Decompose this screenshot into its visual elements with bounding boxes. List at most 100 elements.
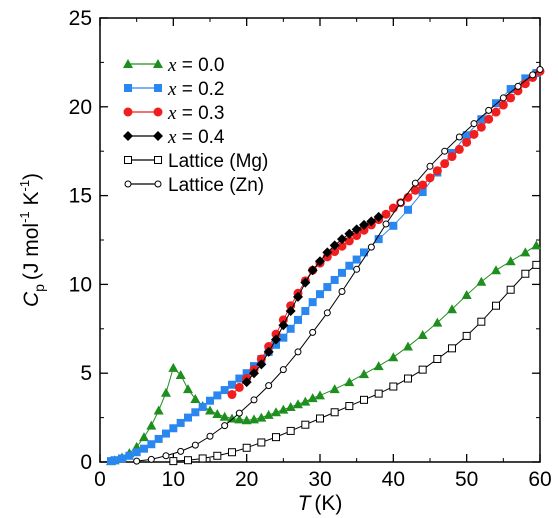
data-point [373, 361, 384, 371]
data-point [432, 166, 442, 176]
data-point [374, 389, 383, 398]
legend-marker [123, 131, 133, 141]
legend: x = 0.0 x = 0.2 x = 0.3 x = 0.4 Lattice (Mg)… [123, 55, 268, 196]
data-point [462, 131, 471, 140]
data-point [234, 382, 244, 392]
data-point [271, 407, 281, 417]
legend-marker [124, 180, 132, 188]
data-point [461, 290, 472, 300]
data-point [265, 382, 273, 390]
data-point [531, 240, 542, 250]
data-point [213, 391, 222, 400]
data-point [140, 444, 148, 453]
data-point [191, 408, 200, 417]
data-point [359, 219, 369, 230]
data-point [477, 317, 486, 326]
data-point [329, 384, 340, 394]
data-point [491, 265, 501, 275]
axis-ticks: 0 10 20 30 40 50 60 0 5 10 15 20 25 [69, 7, 552, 491]
data-point [418, 180, 428, 190]
data-point [191, 441, 199, 449]
y-axis-title: Cp(J mol-1 K-1) [17, 173, 47, 307]
data-point [301, 420, 310, 429]
legend-label: x = 0.0 [167, 55, 225, 76]
y-tick-label: 5 [80, 362, 92, 385]
data-point [308, 298, 317, 307]
data-point [227, 390, 237, 400]
data-point [373, 211, 384, 222]
legend-marker [153, 131, 163, 141]
data-point [316, 290, 324, 299]
data-point [206, 396, 214, 405]
series-line [173, 264, 537, 462]
data-point [425, 173, 435, 183]
data-point [132, 448, 141, 457]
data-point [184, 456, 192, 465]
data-point [184, 413, 192, 422]
data-point [228, 380, 236, 389]
x-tick-label: 60 [528, 468, 551, 491]
data-point [206, 432, 214, 440]
data-point [315, 256, 325, 267]
data-point [300, 396, 311, 406]
data-point [366, 216, 377, 227]
legend-label: x = 0.4 [167, 127, 225, 148]
data-point [279, 333, 288, 342]
data-point [301, 307, 310, 316]
data-point [316, 414, 324, 423]
data-point [506, 285, 515, 294]
legend-marker [154, 180, 162, 188]
data-point [256, 412, 267, 422]
data-point [272, 433, 280, 442]
data-point [344, 236, 354, 246]
data-point [397, 199, 405, 207]
x-tick-label: 40 [382, 468, 405, 491]
data-point [241, 377, 252, 388]
data-point [272, 340, 280, 349]
legend-marker [154, 156, 162, 164]
data-point [351, 224, 362, 235]
data-point [110, 456, 119, 465]
data-point [337, 234, 347, 245]
data-point [529, 71, 537, 79]
data-point [300, 277, 311, 288]
data-point [154, 434, 163, 443]
data-point [147, 440, 156, 449]
data-point [345, 402, 354, 411]
data-point [520, 247, 531, 257]
data-point [175, 369, 186, 379]
data-point [257, 438, 266, 447]
data-point [345, 261, 354, 270]
legend-marker [124, 156, 132, 164]
data-point [448, 344, 456, 353]
data-point [353, 265, 361, 273]
data-point [168, 362, 179, 372]
data-point [520, 79, 530, 89]
data-point [293, 291, 303, 302]
data-point [426, 162, 434, 170]
data-point [455, 133, 463, 141]
legend-marker [154, 84, 162, 92]
data-point [190, 393, 201, 403]
data-point [374, 235, 383, 244]
data-point [491, 107, 501, 117]
data-point [118, 454, 126, 463]
data-point [279, 366, 287, 374]
data-point [388, 352, 399, 362]
data-point [454, 144, 464, 154]
data-point [381, 209, 391, 219]
y-tick-label: 10 [69, 273, 92, 296]
data-point [125, 451, 134, 460]
data-point [477, 115, 486, 124]
data-point [440, 159, 450, 169]
data-point [307, 393, 318, 403]
data-point [462, 137, 472, 147]
data-point [505, 256, 516, 266]
data-point [235, 374, 244, 383]
data-point [323, 309, 331, 317]
data-point [360, 395, 368, 404]
data-point [329, 240, 340, 251]
data-point [309, 328, 317, 336]
data-point [271, 334, 281, 345]
data-point [294, 315, 302, 324]
